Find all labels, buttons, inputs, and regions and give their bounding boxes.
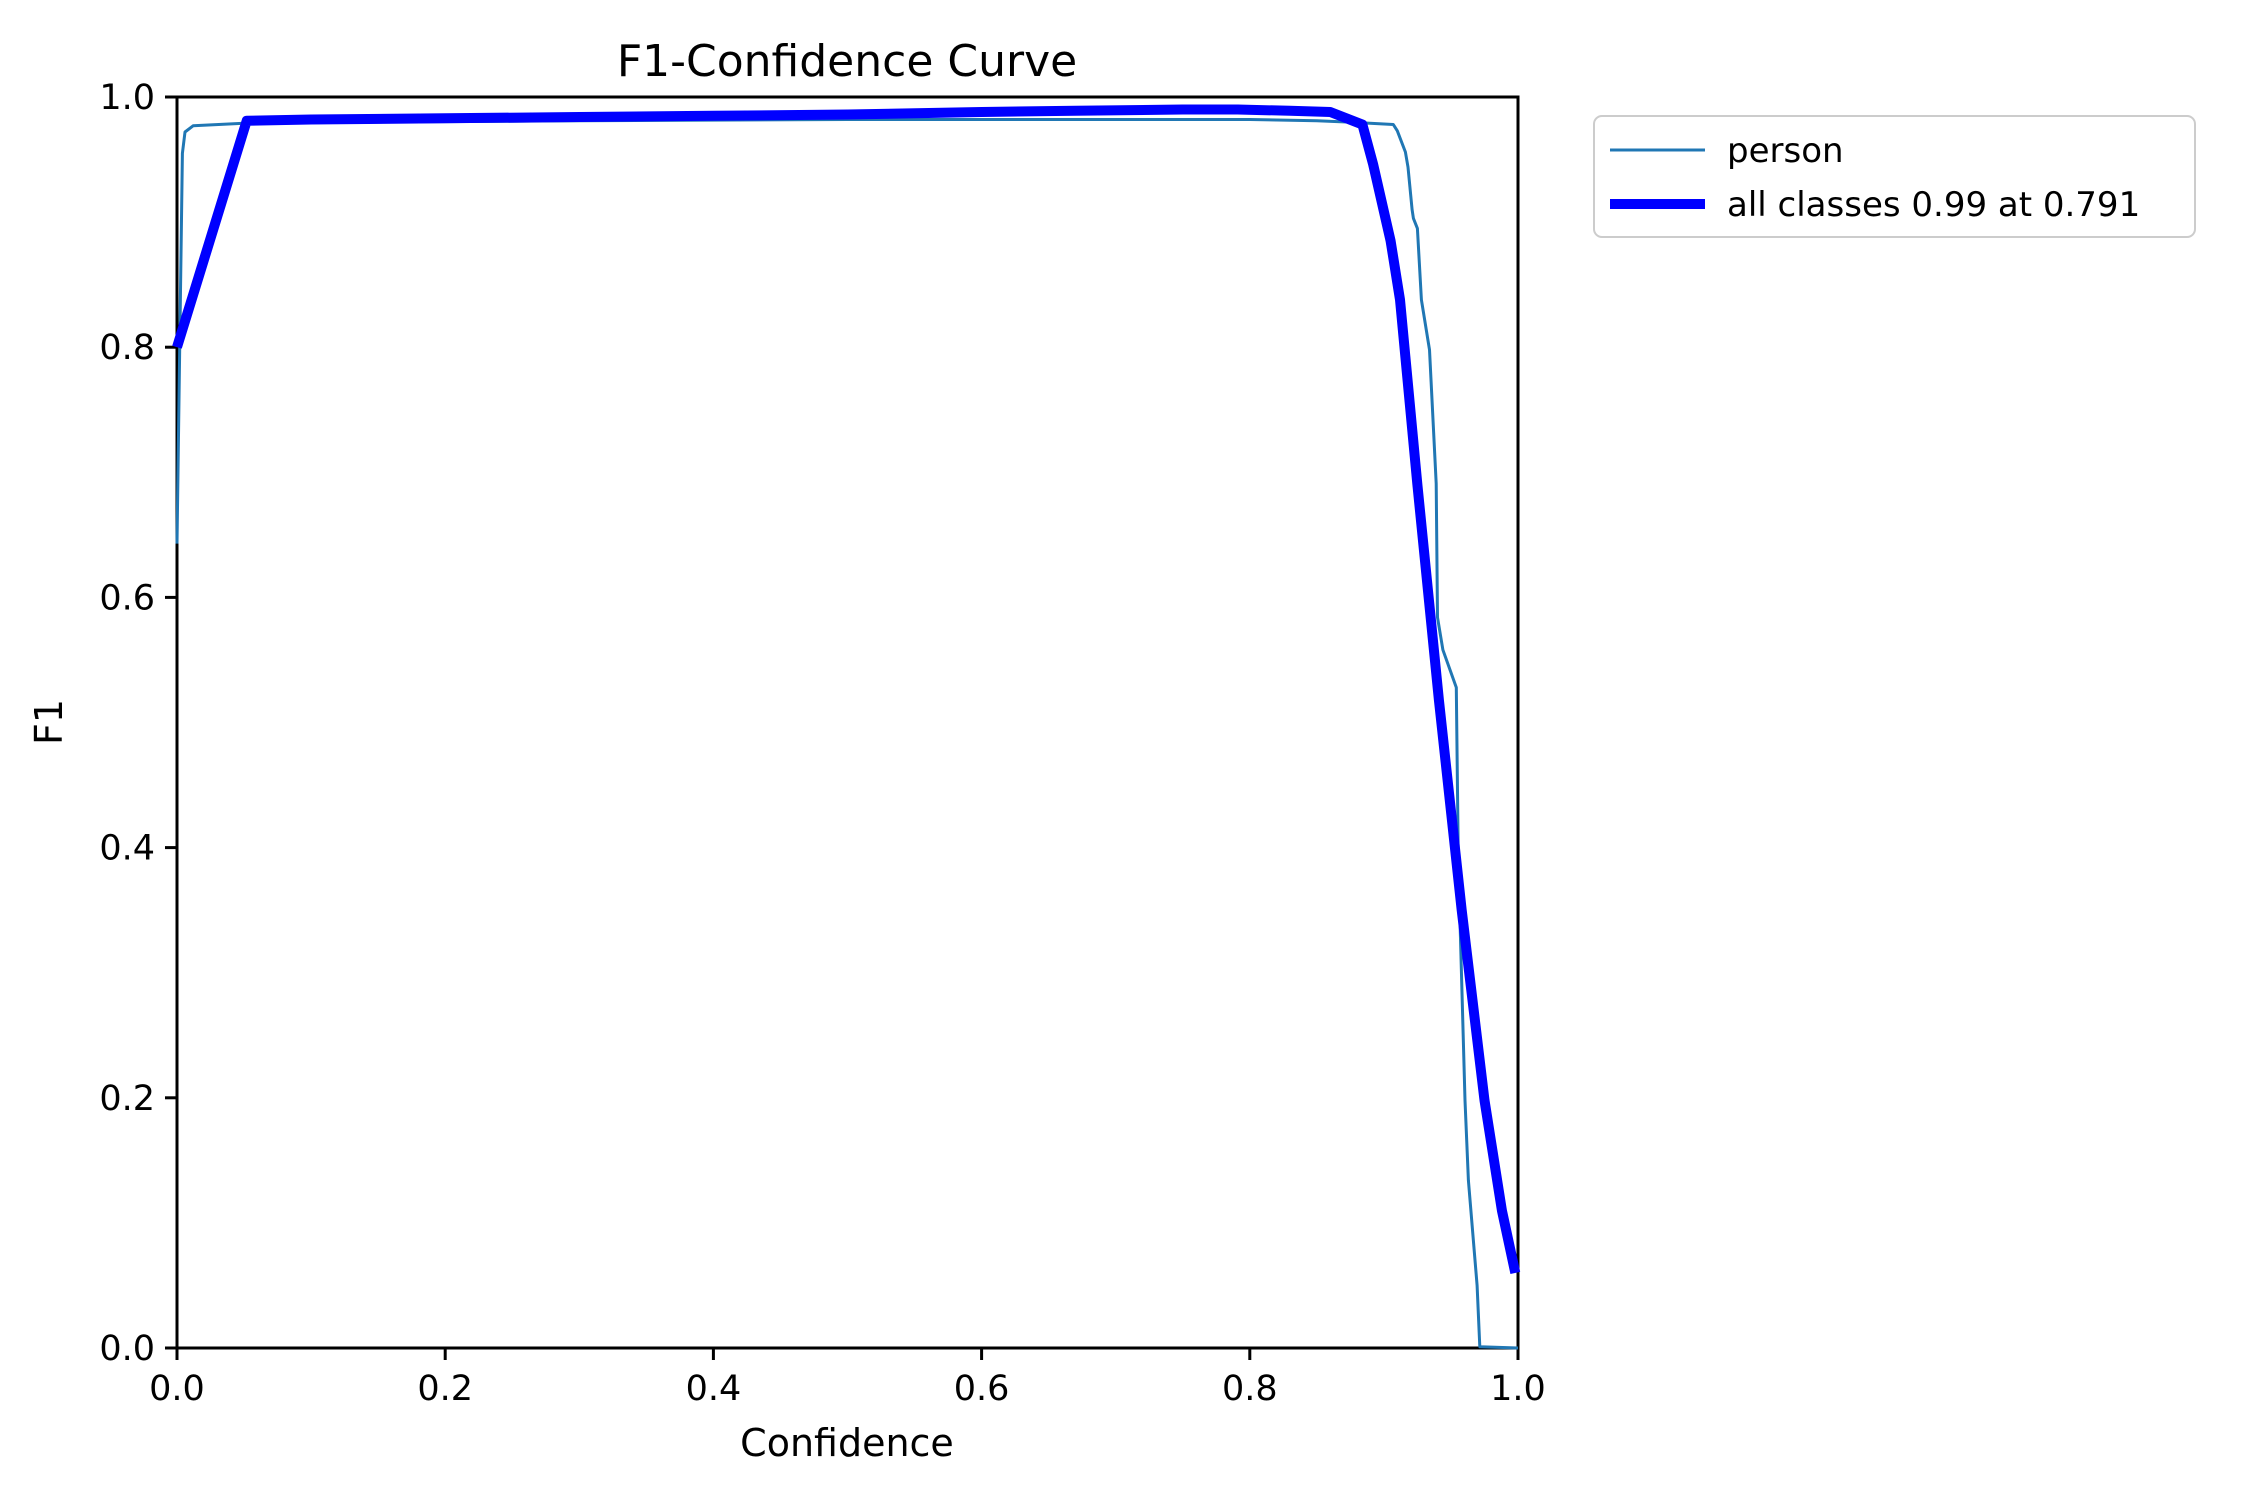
y-tick-label: 0.0 [99,1329,155,1369]
series-layer [172,104,1521,1350]
plot-area [175,95,1520,1350]
x-tick-label: 0.6 [954,1369,1010,1409]
y-tick-label: 1.0 [99,78,155,118]
y-tick-label: 0.4 [99,829,155,869]
x-tick-label: 0.8 [1222,1369,1278,1409]
legend: person all classes 0.99 at 0.791 [1593,115,2196,238]
y-tick-label: 0.2 [99,1079,155,1119]
x-tick-label: 0.0 [149,1369,205,1409]
all-classes-curve [172,104,1521,1274]
axis-ticks: 0.0 0.2 0.4 0.6 0.8 1.0 0.0 0.2 0.4 0.6 0.8 1.0 [99,78,1546,1409]
legend-box [1593,115,2196,238]
chart-title: F1-Confidence Curve [617,36,1077,87]
x-axis-label: Confidence [740,1421,954,1465]
legend-label-all-classes: all classes 0.99 at 0.791 [1727,185,2140,225]
legend-label-person: person [1727,131,1844,171]
x-tick-label: 0.2 [417,1369,473,1409]
x-tick-label: 1.0 [1490,1369,1546,1409]
y-axis-label: F1 [27,699,71,745]
person-curve [175,118,1519,1350]
y-tick-label: 0.6 [99,578,155,618]
x-tick-label: 0.4 [686,1369,742,1409]
y-tick-label: 0.8 [99,328,155,368]
